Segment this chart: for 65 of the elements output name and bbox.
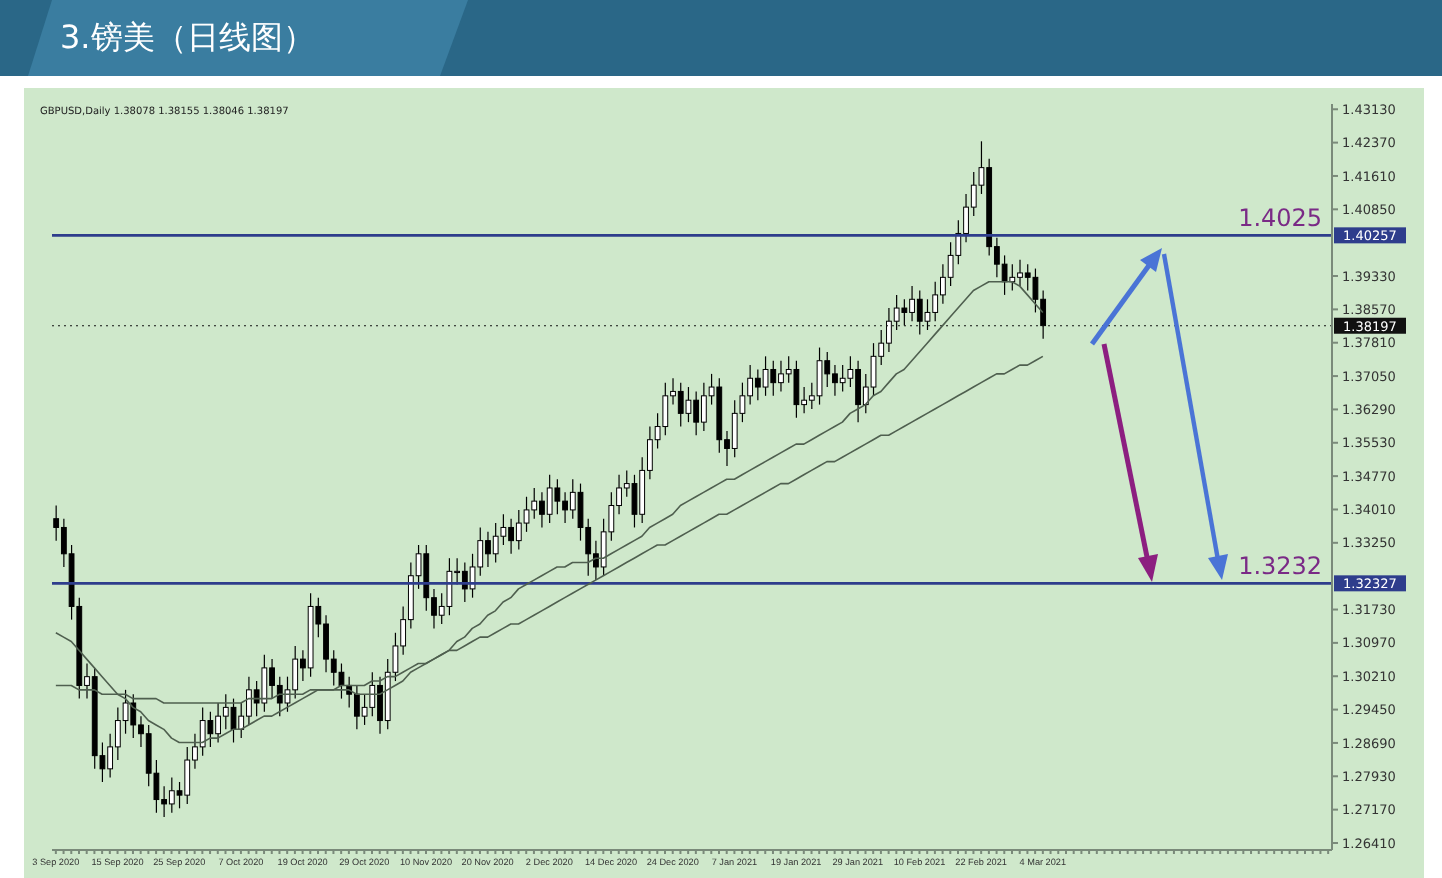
candlestick bbox=[824, 351, 831, 388]
candlestick bbox=[662, 382, 669, 436]
candlestick bbox=[793, 360, 800, 419]
candlestick bbox=[778, 360, 784, 393]
candlestick bbox=[377, 676, 383, 735]
candlestick bbox=[700, 382, 707, 432]
candlestick bbox=[515, 509, 522, 551]
candlestick bbox=[485, 531, 491, 568]
candlestick bbox=[685, 386, 692, 423]
candlestick bbox=[1024, 263, 1031, 292]
candlestick bbox=[130, 693, 137, 739]
candlestick bbox=[677, 382, 684, 428]
candlestick bbox=[569, 478, 576, 520]
candlestick bbox=[554, 478, 561, 515]
candlestick bbox=[731, 399, 738, 458]
annotation: 1.4025 bbox=[1238, 203, 1323, 232]
candlestick bbox=[924, 298, 931, 331]
candlestick bbox=[762, 355, 769, 397]
candlestick bbox=[222, 693, 229, 730]
candlestick bbox=[246, 676, 252, 726]
chart-title: 3.镑美（日线图） bbox=[60, 18, 315, 60]
candlestick bbox=[693, 390, 700, 436]
candlestick bbox=[361, 693, 368, 726]
candlestick bbox=[940, 263, 946, 305]
candlestick bbox=[184, 746, 191, 805]
candlestick bbox=[207, 711, 214, 748]
candlestick bbox=[508, 518, 514, 555]
candlestick bbox=[816, 346, 823, 406]
candlestick bbox=[492, 522, 499, 564]
candlestick bbox=[839, 364, 846, 393]
candlestick bbox=[523, 496, 530, 533]
candlestick bbox=[870, 342, 877, 397]
candlestick bbox=[546, 474, 553, 524]
candlestick bbox=[269, 658, 275, 700]
candlestick bbox=[909, 285, 915, 322]
candlestick bbox=[292, 645, 299, 700]
candlestick bbox=[901, 298, 908, 327]
candlestick bbox=[199, 706, 206, 757]
candlestick bbox=[1001, 254, 1008, 296]
candlestick bbox=[369, 671, 376, 717]
candlestick bbox=[446, 557, 453, 616]
candlestick bbox=[832, 364, 838, 397]
candlestick bbox=[932, 281, 939, 322]
candlestick bbox=[754, 368, 761, 401]
candlestick bbox=[338, 662, 345, 700]
candlestick bbox=[114, 706, 121, 761]
candlestick bbox=[855, 360, 861, 423]
candlestick bbox=[168, 776, 175, 814]
candlestick bbox=[423, 544, 430, 612]
candlestick bbox=[353, 684, 360, 730]
candlestick bbox=[261, 654, 268, 713]
candlestick bbox=[631, 474, 638, 529]
candlestick bbox=[215, 702, 221, 744]
annotation: 1.3232 bbox=[1238, 551, 1323, 580]
candlestick bbox=[539, 491, 545, 529]
candlestick bbox=[230, 698, 237, 744]
candlestick bbox=[747, 364, 754, 406]
candlestick bbox=[1017, 259, 1023, 287]
candlestick bbox=[770, 360, 777, 397]
candlestick bbox=[886, 307, 892, 353]
candlestick bbox=[562, 491, 568, 524]
candlestick bbox=[323, 614, 329, 673]
candlestick bbox=[531, 487, 538, 520]
candlestick bbox=[500, 513, 507, 546]
candlestick bbox=[916, 289, 923, 335]
